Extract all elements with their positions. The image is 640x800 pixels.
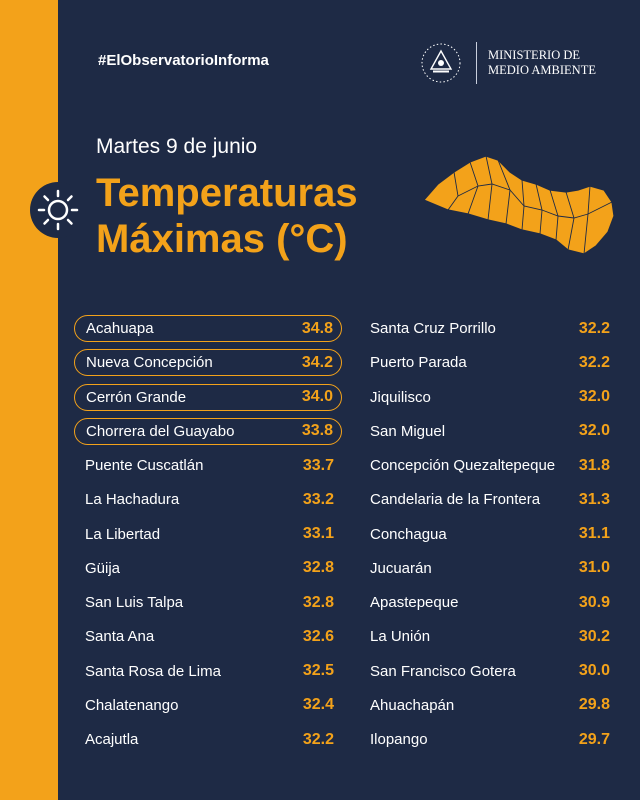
station-temperature: 32.2: [578, 319, 610, 337]
station-name: Santa Cruz Porrillo: [370, 320, 496, 337]
station-row: Conchagua 31.1: [358, 521, 614, 548]
station-name: San Francisco Gotera: [370, 662, 516, 680]
station-row: Santa Ana 32.6: [74, 623, 342, 650]
station-temperature: 34.2: [301, 353, 333, 371]
station-name: San Luis Talpa: [85, 594, 184, 611]
station-name: Jucuarán: [370, 559, 432, 577]
station-name: La Unión: [370, 628, 431, 646]
station-row: San Francisco Gotera 30.0: [358, 658, 614, 685]
station-name: Puerto Parada: [370, 354, 467, 372]
station-temperature: 33.8: [301, 422, 333, 440]
sun-icon: [30, 182, 86, 238]
station-name: La Libertad: [85, 525, 161, 543]
station-temperature: 34.8: [301, 319, 333, 337]
right-station-list: Santa Cruz Porrillo 32.2 Puerto Parada 32.2…: [358, 315, 614, 760]
station-name: San Miguel: [370, 422, 446, 440]
station-temperature: 32.5: [302, 662, 334, 679]
station-temperature: 33.7: [302, 456, 334, 474]
station-temperature: 32.6: [302, 627, 334, 645]
station-row: Jiquilisco 32.0: [358, 384, 614, 411]
station-name: Santa Rosa de Lima: [85, 662, 221, 680]
station-temperature: 32.0: [578, 422, 610, 440]
station-name: Nueva Concepción: [86, 354, 213, 372]
left-station-list: Acahuapa 34.8 Nueva Concepción 34.2 Cerrón G…: [74, 315, 342, 760]
station-temperature: 32.8: [302, 593, 334, 611]
station-temperature: 29.7: [578, 730, 610, 748]
station-row: Jucuarán 31.0: [358, 555, 614, 582]
station-row: Chorrera del Guayabo 33.8: [74, 417, 342, 445]
station-row: Nueva Concepción 34.2: [74, 349, 342, 377]
station-name: Ilopango: [370, 731, 428, 748]
station-name: Ahuachapán: [370, 696, 455, 714]
ministry-logo: MINISTERIO DE MEDIO AMBIENTE: [420, 40, 620, 86]
station-name: Chalatenango: [85, 696, 179, 714]
station-row: Chalatenango 32.4: [74, 692, 342, 719]
el-salvador-seal-icon: [421, 43, 461, 83]
title-line-2: Máximas (°C): [96, 217, 348, 261]
ministry-divider: [476, 42, 477, 84]
station-row: Güija 32.8: [74, 555, 342, 582]
station-row: La Libertad 33.1: [74, 521, 342, 548]
station-name: Concepción Quezaltepeque: [370, 457, 556, 474]
station-name: Candelaria de la Frontera: [370, 491, 541, 509]
station-row: San Miguel 32.0: [358, 418, 614, 445]
station-row: Concepción Quezaltepeque 31.8: [358, 452, 614, 479]
el-salvador-map-icon: [422, 155, 615, 255]
station-name: Cerrón Grande: [86, 388, 187, 406]
station-row: La Hachadura 33.2: [74, 486, 342, 513]
title-line-1: Temperaturas: [96, 171, 358, 215]
station-name: Puente Cuscatlán: [85, 457, 204, 474]
station-name: Apastepeque: [370, 594, 459, 611]
station-row: La Unión 30.2: [358, 623, 614, 650]
station-temperature: 30.9: [578, 593, 610, 611]
station-row: Ahuachapán 29.8: [358, 692, 614, 719]
station-name: Acahuapa: [86, 320, 154, 337]
station-row: Puente Cuscatlán 33.7: [74, 452, 342, 479]
station-temperature: 32.2: [302, 730, 334, 748]
hashtag-label: #ElObservatorioInforma: [98, 52, 269, 69]
station-row: Ilopango 29.7: [358, 726, 614, 753]
station-row: Puerto Parada 32.2: [358, 349, 614, 376]
station-temperature: 33.1: [302, 525, 334, 542]
station-name: Jiquilisco: [370, 388, 431, 406]
station-name: Santa Ana: [85, 628, 155, 646]
station-temperature: 31.1: [578, 525, 610, 542]
station-name: Chorrera del Guayabo: [86, 422, 235, 440]
ministry-name: MINISTERIO DE MEDIO AMBIENTE: [488, 48, 596, 78]
station-temperature: 31.0: [578, 559, 610, 577]
station-temperature: 32.4: [302, 696, 334, 714]
station-temperature: 32.0: [578, 388, 610, 405]
station-row: Candelaria de la Frontera 31.3: [358, 486, 614, 513]
page-title: Temperaturas Máximas (°C): [96, 170, 358, 262]
station-temperature: 31.8: [578, 456, 610, 474]
station-name: Güija: [85, 559, 121, 577]
station-row: Acahuapa 34.8: [74, 315, 342, 342]
station-row: Santa Rosa de Lima 32.5: [74, 658, 342, 685]
station-temperature: 33.2: [302, 490, 334, 508]
station-temperature: 34.0: [301, 388, 333, 405]
date-label: Martes 9 de junio: [96, 135, 258, 158]
station-temperature: 30.2: [578, 627, 610, 645]
station-temperature: 31.3: [578, 490, 610, 508]
station-row: Cerrón Grande 34.0: [74, 383, 342, 411]
station-temperature: 30.0: [578, 662, 610, 679]
station-row: San Luis Talpa 32.8: [74, 589, 342, 616]
station-row: Santa Cruz Porrillo 32.2: [358, 315, 614, 342]
ministry-line-1: MINISTERIO DE: [488, 48, 581, 62]
station-name: La Hachadura: [85, 491, 180, 509]
station-row: Apastepeque 30.9: [358, 589, 614, 616]
station-row: Acajutla 32.2: [74, 726, 342, 753]
station-name: Acajutla: [85, 731, 139, 748]
station-temperature: 32.2: [578, 353, 610, 371]
ministry-line-2: MEDIO AMBIENTE: [488, 63, 596, 77]
station-temperature: 29.8: [578, 696, 610, 714]
content-panel: [58, 0, 640, 800]
station-temperature: 32.8: [302, 559, 334, 577]
station-name: Conchagua: [370, 525, 447, 543]
